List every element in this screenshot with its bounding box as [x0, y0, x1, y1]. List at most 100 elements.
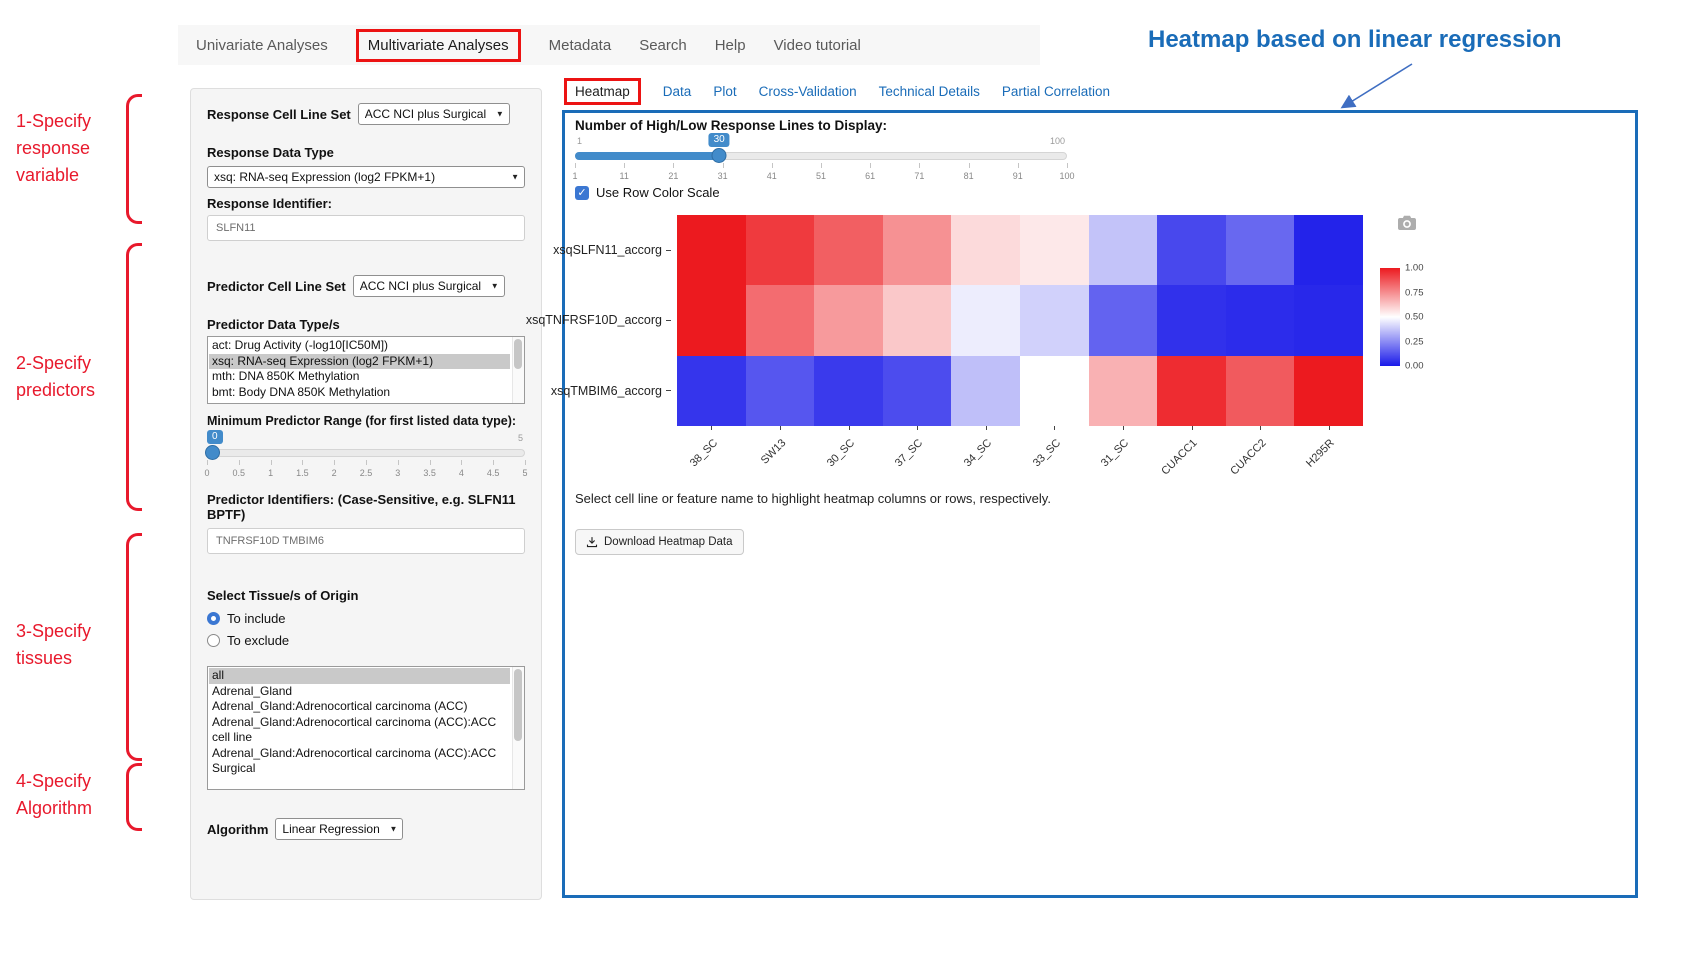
response-cell-line-set-select[interactable]: ACC NCI plus Surgical: [357, 103, 510, 125]
tissue-radio-group: To include To exclude: [207, 611, 525, 648]
heatmap-cell[interactable]: [882, 215, 952, 286]
listbox-option[interactable]: bmt: Body DNA 850K Methylation: [212, 384, 391, 399]
heatmap-cell[interactable]: [882, 285, 952, 357]
heatmap-cell[interactable]: [1294, 215, 1364, 286]
heatmap-cell[interactable]: [951, 285, 1021, 357]
heatmap-cell[interactable]: [882, 355, 952, 427]
heatmap-cell[interactable]: [1157, 215, 1227, 286]
algorithm-select[interactable]: Linear Regression: [275, 818, 404, 840]
colorbar-ticks: 1.00 0.75 0.50 0.25 0.00: [1405, 263, 1447, 372]
nav-univariate-analyses[interactable]: Univariate Analyses: [196, 36, 328, 54]
radio-to-include[interactable]: To include: [207, 611, 525, 626]
heatmap-cell[interactable]: [1020, 215, 1090, 286]
listbox-option[interactable]: Adrenal_Gland: [212, 683, 293, 698]
download-heatmap-data-button[interactable]: Download Heatmap Data: [575, 529, 744, 555]
heatmap-cell[interactable]: [1157, 355, 1227, 427]
heatmap-row-label[interactable]: xsqTNFRSF10D_accorg: [526, 285, 671, 355]
colorbar-tick-label: 0.25: [1405, 336, 1424, 347]
radio-checked-icon[interactable]: [207, 612, 220, 625]
heatmap-cell[interactable]: [814, 285, 884, 357]
scrollbar[interactable]: [512, 337, 524, 403]
tab-heatmap[interactable]: Heatmap: [564, 77, 641, 105]
listbox-option[interactable]: Adrenal_Gland:Adrenocortical carcinoma (…: [212, 745, 497, 776]
listbox-option[interactable]: mth: DNA 850K Methylation: [212, 369, 360, 383]
tab-plot[interactable]: Plot: [713, 83, 737, 99]
checkbox-checked-icon[interactable]: ✓: [575, 185, 589, 200]
listbox-option[interactable]: Adrenal_Gland:Adrenocortical carcinoma (…: [212, 699, 468, 713]
radio-to-exclude[interactable]: To exclude: [207, 633, 525, 648]
heatmap-cell[interactable]: [1088, 355, 1158, 427]
predictor-data-types-listbox[interactable]: act: Drug Activity (-log10[IC50M]) xsq: …: [207, 336, 525, 404]
nav-video-tutorial[interactable]: Video tutorial: [773, 36, 861, 54]
slider-track[interactable]: [207, 449, 525, 457]
predictor-data-types-label: Predictor Data Type/s: [207, 317, 340, 332]
slider-tick: [821, 163, 822, 168]
scrollbar-thumb[interactable]: [514, 669, 522, 741]
listbox-option[interactable]: Adrenal_Gland:Adrenocortical carcinoma (…: [212, 714, 497, 745]
heatmap-cell[interactable]: [745, 285, 815, 357]
heatmap-cell[interactable]: [814, 355, 884, 427]
slider-tick-label: 81: [963, 171, 974, 181]
response-data-type-select[interactable]: xsq: RNA-seq Expression (log2 FPKM+1): [207, 166, 525, 188]
heatmap-cell[interactable]: [677, 355, 747, 427]
listbox-option-selected[interactable]: xsq: RNA-seq Expression (log2 FPKM+1): [209, 353, 510, 369]
heatmap-cell[interactable]: [1225, 285, 1295, 357]
heatmap-row-label[interactable]: xsqSLFN11_accorg: [553, 215, 671, 285]
algorithm-selectwrap: Linear Regression ▼: [275, 818, 404, 840]
slider-handle[interactable]: [711, 148, 727, 163]
heatmap-col-labels: 38_SC SW13 30_SC 37_SC 34_SC 33_SC 31_SC CUACC1…: [565, 426, 1465, 490]
heatmap-cell[interactable]: [1294, 285, 1364, 357]
nav-search[interactable]: Search: [639, 36, 687, 54]
heatmap-cell[interactable]: [951, 215, 1021, 286]
nav-metadata[interactable]: Metadata: [548, 36, 612, 54]
listbox-option-selected[interactable]: all: [209, 668, 510, 684]
heatmap-cell[interactable]: [951, 355, 1021, 427]
nav-help[interactable]: Help: [714, 36, 746, 54]
tab-technical-details[interactable]: Technical Details: [878, 83, 980, 99]
slider-tick-label: 31: [717, 171, 728, 181]
heatmap-cell[interactable]: [1088, 215, 1158, 286]
scrollbar[interactable]: [512, 667, 524, 789]
tab-partial-correlation[interactable]: Partial Correlation: [1001, 83, 1110, 99]
radio-unchecked-icon[interactable]: [207, 634, 220, 647]
heatmap-cell[interactable]: [1225, 215, 1295, 286]
slider-tick-label: 4: [458, 468, 464, 478]
algorithm-row: Algorithm Linear Regression ▼: [207, 818, 525, 840]
heatmap-cell[interactable]: [1020, 355, 1090, 427]
slider-tick: [624, 163, 626, 168]
tissue-origin-label: Select Tissue/s of Origin: [207, 588, 359, 603]
tab-cross-validation[interactable]: Cross-Validation: [758, 83, 857, 99]
tissue-listbox[interactable]: all Adrenal_Gland Adrenal_Gland:Adrenoco…: [207, 666, 525, 790]
lines-slider[interactable]: 1 100 30 1 11 21 31 41 51 61 71 81 91 100: [572, 133, 1075, 187]
response-identifier-input[interactable]: [207, 215, 525, 241]
use-row-color-scale[interactable]: ✓ Use Row Color Scale: [575, 185, 720, 200]
heatmap-cell[interactable]: [677, 285, 747, 357]
lines-slider-label: Number of High/Low Response Lines to Dis…: [575, 118, 888, 133]
tab-data[interactable]: Data: [662, 83, 692, 99]
scrollbar-thumb[interactable]: [514, 339, 522, 369]
camera-icon[interactable]: [1398, 215, 1416, 235]
heatmap-cell[interactable]: [1157, 285, 1227, 357]
heatmap-row-label[interactable]: xsqTMBIM6_accorg: [551, 356, 671, 426]
colorbar-tick-label: 0.50: [1405, 311, 1424, 323]
heatmap-cell[interactable]: [814, 215, 884, 286]
heatmap-col-label[interactable]: H295R: [1304, 437, 1338, 470]
heatmap-cell[interactable]: [1088, 285, 1158, 357]
heatmap-cell[interactable]: [745, 355, 815, 427]
nav-multivariate-analyses[interactable]: Multivariate Analyses: [355, 28, 521, 62]
slider-handle[interactable]: [205, 445, 220, 460]
heatmap-cell[interactable]: [745, 215, 815, 286]
heatmap-cell[interactable]: [1020, 285, 1090, 357]
slider-tick-label: 3.5: [423, 468, 436, 478]
predictor-identifiers-input[interactable]: [207, 528, 525, 554]
heatmap-cell[interactable]: [677, 215, 747, 286]
checkbox-label: Use Row Color Scale: [596, 185, 720, 200]
heatmap-cell[interactable]: [1225, 355, 1295, 427]
heatmap-panel: Number of High/Low Response Lines to Dis…: [526, 110, 1638, 898]
predictor-cell-line-set-select[interactable]: ACC NCI plus Surgical: [352, 275, 505, 297]
min-predictor-range-slider[interactable]: 5 0 0 0.5 1 1.5 2 2.5 3 3.5 4 4.5 5: [204, 430, 528, 484]
listbox-option[interactable]: act: Drug Activity (-log10[IC50M]): [212, 338, 389, 352]
heatmap-cell[interactable]: [1294, 355, 1364, 427]
slider-tick-label: 1: [268, 468, 274, 478]
